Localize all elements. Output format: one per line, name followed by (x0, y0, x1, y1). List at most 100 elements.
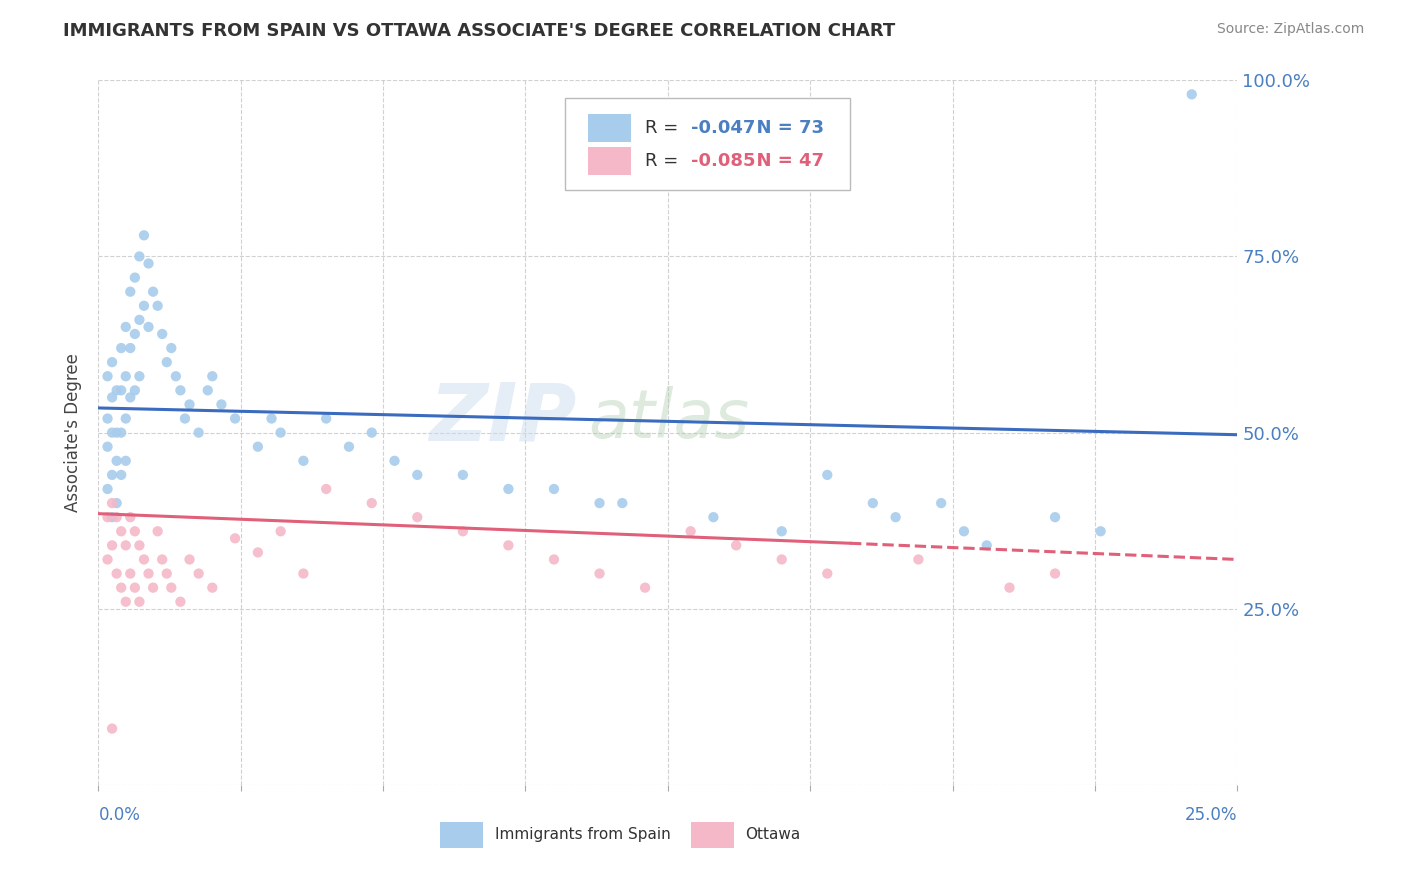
Point (128, 595, 150, 609)
Point (976, 538, 998, 552)
Point (101, 722, 124, 736)
Point (588, 496, 610, 510)
Point (156, 566, 179, 581)
Point (929, 496, 952, 510)
Point (105, 510, 128, 524)
Point (179, 397, 201, 411)
Point (146, 299, 169, 313)
Point (498, 482, 520, 496)
Point (120, 510, 142, 524)
Point (110, 341, 132, 355)
Point (160, 341, 183, 355)
Point (110, 425, 132, 440)
Point (124, 270, 146, 285)
Point (197, 384, 219, 398)
Point (120, 566, 142, 581)
Point (292, 566, 315, 581)
Point (124, 524, 146, 539)
Point (110, 467, 132, 482)
Text: atlas: atlas (588, 385, 749, 451)
Point (128, 313, 150, 327)
Point (132, 228, 155, 243)
Point (953, 524, 976, 539)
Point (165, 369, 187, 384)
Text: N = 73: N = 73 (744, 120, 824, 137)
Point (815, 566, 838, 581)
Bar (690, 822, 734, 848)
Point (209, 397, 232, 411)
Bar (588, 114, 631, 143)
Point (315, 482, 337, 496)
Text: IMMIGRANTS FROM SPAIN VS OTTAWA ASSOCIATE'S DEGREE CORRELATION CHART: IMMIGRANTS FROM SPAIN VS OTTAWA ASSOCIAT… (63, 22, 896, 40)
Point (101, 510, 124, 524)
Point (96, 440, 118, 454)
Point (406, 467, 429, 482)
Point (998, 581, 1021, 595)
Point (884, 510, 907, 524)
Text: Ottawa: Ottawa (745, 827, 800, 842)
Point (110, 524, 132, 539)
Point (124, 384, 146, 398)
Point (292, 454, 315, 468)
Point (270, 425, 292, 440)
Point (862, 496, 884, 510)
Text: ZIP: ZIP (429, 379, 576, 458)
Point (132, 299, 155, 313)
Point (105, 384, 128, 398)
Text: R =: R = (645, 120, 685, 137)
Point (201, 369, 224, 384)
Point (360, 496, 382, 510)
Point (101, 538, 124, 552)
Text: N = 47: N = 47 (744, 153, 824, 170)
Text: R =: R = (645, 153, 685, 170)
Point (146, 524, 169, 539)
Point (187, 566, 209, 581)
Point (588, 566, 610, 581)
Point (101, 467, 124, 482)
Point (120, 391, 142, 405)
Point (105, 496, 128, 510)
Point (174, 411, 197, 425)
Point (105, 425, 128, 440)
Text: Immigrants from Spain: Immigrants from Spain (495, 827, 671, 842)
Text: Source: ZipAtlas.com: Source: ZipAtlas.com (1216, 22, 1364, 37)
Point (1181, 87, 1204, 102)
Point (101, 425, 124, 440)
Point (96, 510, 118, 524)
Point (360, 425, 382, 440)
Point (132, 552, 155, 566)
Point (101, 355, 124, 369)
Point (114, 320, 136, 334)
Text: 25.0%: 25.0% (1185, 806, 1237, 824)
Point (543, 552, 565, 566)
Point (124, 581, 146, 595)
Point (105, 566, 128, 581)
Y-axis label: Associate's Degree: Associate's Degree (65, 353, 83, 512)
Bar (588, 147, 631, 176)
Point (246, 440, 269, 454)
Point (337, 440, 360, 454)
Point (169, 384, 191, 398)
Point (156, 355, 179, 369)
Point (142, 285, 165, 299)
Point (224, 532, 246, 546)
Point (384, 454, 406, 468)
Point (110, 384, 132, 398)
FancyBboxPatch shape (565, 98, 851, 189)
Bar (440, 822, 484, 848)
Point (1043, 566, 1066, 581)
Point (114, 411, 136, 425)
Point (201, 581, 224, 595)
Point (770, 552, 793, 566)
Point (1090, 524, 1112, 539)
Point (114, 538, 136, 552)
Point (406, 510, 429, 524)
Point (679, 524, 702, 539)
Point (702, 510, 724, 524)
Point (270, 524, 292, 539)
Point (114, 369, 136, 384)
Point (451, 524, 474, 539)
Point (120, 341, 142, 355)
Point (96, 369, 118, 384)
Point (187, 425, 209, 440)
